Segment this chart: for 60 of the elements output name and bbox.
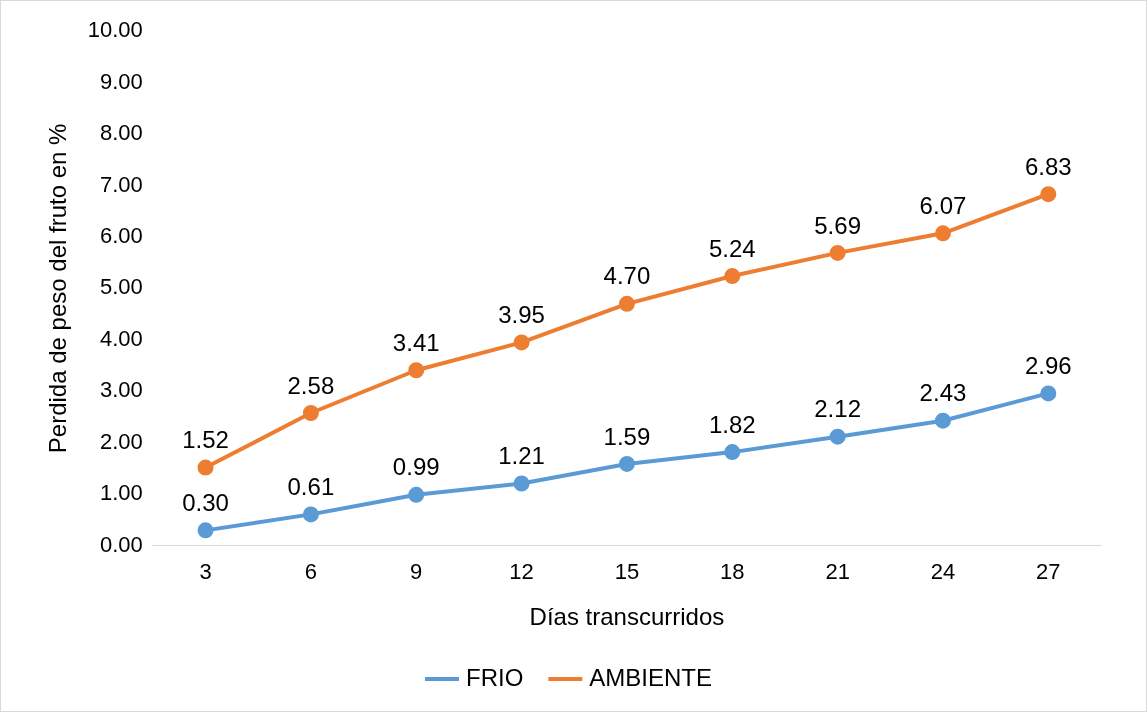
x-tick-label: 12 <box>509 559 534 585</box>
point <box>197 459 214 476</box>
data-label: 0.99 <box>392 453 440 481</box>
point <box>513 475 530 492</box>
x-tick-label: 3 <box>199 559 212 585</box>
x-tick-label: 6 <box>304 559 317 585</box>
point <box>1040 186 1057 203</box>
x-axis-title: Días transcurridos <box>529 603 725 631</box>
x-tick-label: 15 <box>614 559 640 585</box>
data-label: 2.96 <box>1024 352 1072 380</box>
data-label: 5.24 <box>708 234 756 262</box>
y-tick-label: 4.00 <box>100 325 143 351</box>
data-label: 4.70 <box>603 262 651 290</box>
y-tick-label: 3.00 <box>100 377 143 403</box>
data-label: 5.69 <box>814 211 861 239</box>
data-label: 1.82 <box>708 410 756 438</box>
point <box>724 444 741 461</box>
point <box>618 455 635 472</box>
y-tick-label: 0.00 <box>100 531 143 557</box>
y-tick-label: 1.00 <box>100 480 143 506</box>
y-tick-label: 9.00 <box>100 68 143 94</box>
x-tick-label: 18 <box>720 559 745 585</box>
data-label: 1.21 <box>498 442 545 470</box>
legend-label: FRIO <box>465 663 524 691</box>
x-tick-label: 24 <box>930 559 956 585</box>
x-tick-label: 21 <box>825 559 850 585</box>
point <box>513 334 530 351</box>
point <box>302 404 319 421</box>
y-axis-title: Perdida de peso del fruto en % <box>44 123 72 454</box>
y-tick-label: 8.00 <box>100 120 143 146</box>
data-label: 3.95 <box>498 301 545 329</box>
y-tick-label: 5.00 <box>100 274 143 300</box>
point <box>302 506 319 523</box>
legend-label: AMBIENTE <box>589 663 713 691</box>
y-tick-label: 7.00 <box>100 171 143 197</box>
point <box>618 295 635 312</box>
x-tick-label: 27 <box>1036 559 1061 585</box>
x-tick-label: 9 <box>410 559 423 585</box>
point <box>934 412 951 429</box>
y-tick-label: 6.00 <box>100 222 143 248</box>
data-label: 1.59 <box>603 422 651 450</box>
data-label: 2.58 <box>287 371 335 399</box>
point <box>197 522 214 539</box>
data-label: 3.41 <box>392 328 440 356</box>
data-label: 1.52 <box>182 426 229 454</box>
point <box>829 244 846 261</box>
y-tick-label: 2.00 <box>100 428 143 454</box>
y-tick-label: 10.00 <box>87 17 143 43</box>
point <box>829 428 846 445</box>
point <box>724 268 741 285</box>
data-label: 6.07 <box>919 191 967 219</box>
point <box>1040 385 1057 402</box>
point <box>408 362 425 379</box>
data-label: 0.30 <box>182 488 229 516</box>
point <box>408 486 425 503</box>
data-label: 2.43 <box>919 379 967 407</box>
point <box>934 225 951 242</box>
data-label: 6.83 <box>1024 152 1072 180</box>
data-label: 0.61 <box>287 473 335 501</box>
data-label: 2.12 <box>814 395 861 423</box>
